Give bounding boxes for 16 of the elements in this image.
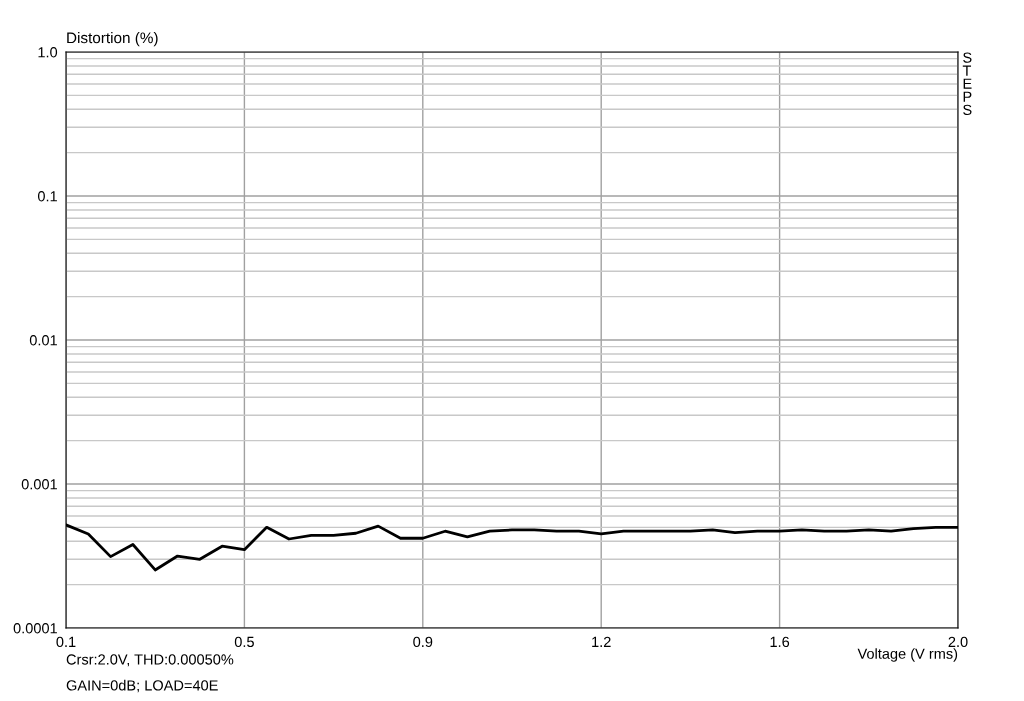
y-tick-label: 0.0001 bbox=[13, 623, 57, 634]
y-tick-label: 0.001 bbox=[21, 479, 57, 490]
x-tick-label: 2.0 bbox=[948, 636, 968, 648]
x-tick-label: 0.1 bbox=[56, 636, 76, 648]
y-tick-label: 0.1 bbox=[37, 191, 57, 202]
text: GAIN=0dB; LOAD=40E bbox=[66, 679, 218, 693]
x-tick-label: 1.2 bbox=[592, 636, 611, 647]
y-axis-title: Distortion (%) bbox=[67, 32, 158, 47]
x-axis-title: Voltage (V rms) bbox=[857, 648, 958, 662]
x-tick-label: 1.6 bbox=[770, 636, 790, 648]
y-tick-label: 1.0 bbox=[38, 47, 58, 58]
x-tick-label: 0.5 bbox=[234, 636, 254, 648]
y-tick-label: 0.01 bbox=[29, 335, 57, 346]
x-tick-label: 0.9 bbox=[413, 636, 433, 648]
text: STEPS bbox=[962, 52, 972, 115]
text: Crsr:2.0V, THD:0.00050% bbox=[66, 654, 234, 667]
